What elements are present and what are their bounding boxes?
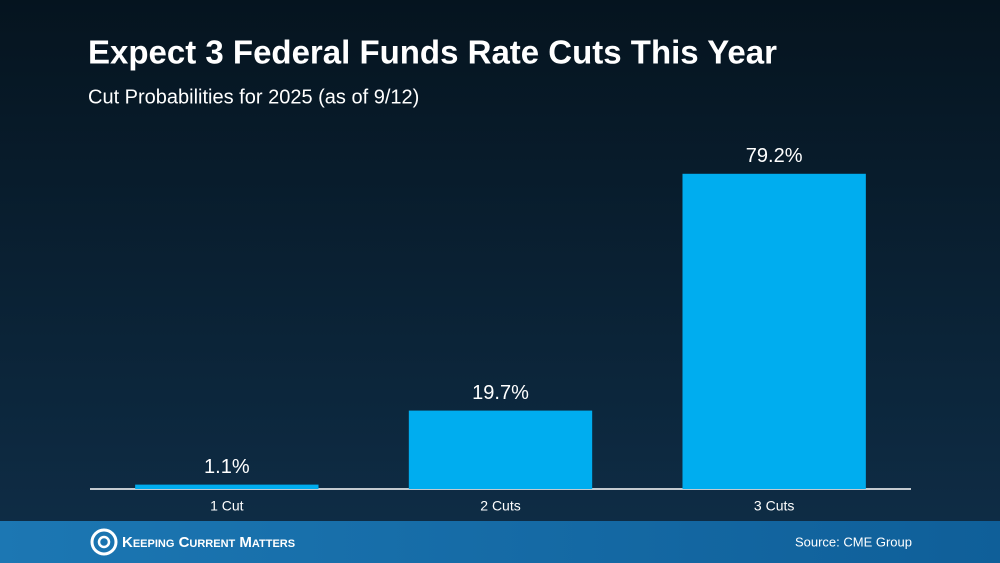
logo-icon-inner — [97, 535, 111, 549]
chart-title: Expect 3 Federal Funds Rate Cuts This Ye… — [88, 34, 777, 71]
bar — [135, 484, 319, 489]
x-tick-label: 1 Cut — [210, 498, 244, 514]
brand-name: Keeping Current Matters — [122, 534, 295, 551]
logo: Keeping Current Matters — [90, 528, 295, 556]
bar — [682, 173, 866, 489]
source: Source: CME Group — [795, 534, 912, 549]
footer-bar — [0, 521, 1000, 563]
chart-subtitle: Cut Probabilities for 2025 (as of 9/12) — [88, 86, 419, 108]
x-tick-label: 2 Cuts — [480, 498, 520, 514]
data-label: 19.7% — [472, 382, 529, 404]
x-tick-label: 3 Cuts — [754, 498, 794, 514]
bar — [408, 410, 593, 489]
data-label: 1.1% — [204, 456, 250, 478]
data-label: 79.2% — [746, 145, 803, 167]
logo-icon — [90, 528, 118, 556]
